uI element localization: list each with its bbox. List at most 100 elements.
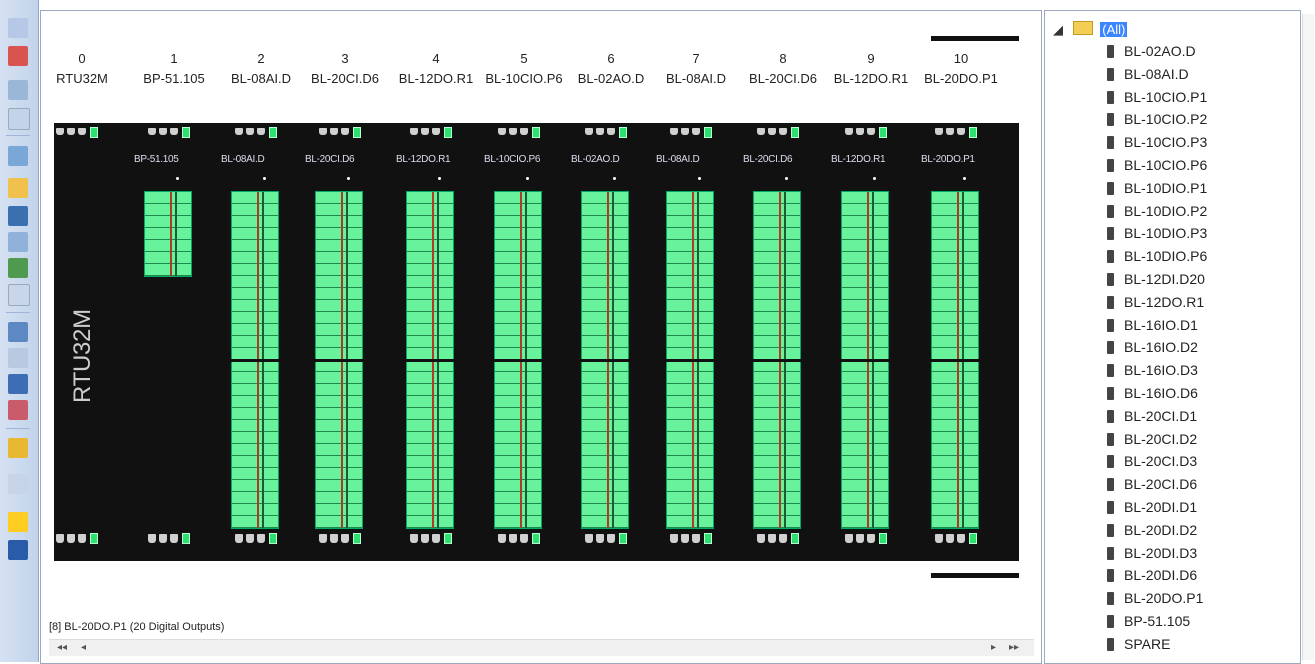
export-icon[interactable]	[8, 540, 28, 560]
tree-item[interactable]: BL-10CIO.P1	[1107, 89, 1207, 105]
terminal-block[interactable]	[840, 191, 890, 529]
tree-item[interactable]: BL-20DI.D1	[1107, 499, 1197, 515]
module-icon	[1107, 523, 1114, 537]
tree-item[interactable]: BL-20CI.D6	[1107, 476, 1197, 492]
slot-name[interactable]: BL-20CI.D6	[749, 71, 817, 86]
terminal-block[interactable]	[144, 191, 192, 277]
terminal-block[interactable]	[493, 191, 543, 529]
scroll-last-button[interactable]: ▸▸	[1009, 642, 1020, 653]
tree-item[interactable]: BL-20CI.D3	[1107, 453, 1197, 469]
terminal-block[interactable]	[230, 191, 280, 529]
tree-item[interactable]: BL-10DIO.P1	[1107, 180, 1207, 196]
slot-name[interactable]: BL-12DO.R1	[833, 71, 909, 86]
module-icon	[1107, 455, 1114, 469]
tree-item[interactable]: BL-16IO.D2	[1107, 339, 1198, 355]
terminal-block[interactable]	[752, 191, 802, 529]
tree-item[interactable]: BL-20CI.D2	[1107, 431, 1197, 447]
connector-port	[946, 534, 954, 543]
tree-root-label[interactable]: (All)	[1100, 22, 1128, 37]
connector-port	[585, 128, 593, 135]
tree-item-label: BL-20CI.D3	[1124, 453, 1198, 470]
terminal-block[interactable]	[930, 191, 980, 529]
home-icon[interactable]	[8, 438, 28, 458]
rack-view-panel: 0 RTU32M 1 BP-51.105 2 BL-08AI.D 3 BL-20CI.D6 4 B…	[40, 10, 1042, 664]
connector-port	[867, 128, 875, 135]
tree-item[interactable]: BL-10DIO.P3	[1107, 225, 1207, 241]
layout-icon[interactable]	[8, 322, 28, 342]
connector-port	[692, 128, 700, 135]
tree-item[interactable]: BL-12DI.D20	[1107, 271, 1205, 287]
slot-name[interactable]: RTU32M	[56, 71, 108, 86]
module-label: BL-20DO.P1	[921, 154, 975, 165]
highlight-icon[interactable]	[8, 512, 28, 532]
connector-port	[67, 128, 75, 135]
slot-name[interactable]: BL-08AI.D	[666, 71, 726, 86]
tree-item[interactable]: BL-10CIO.P2	[1107, 111, 1207, 127]
module-insert-icon[interactable]	[8, 206, 28, 226]
tree-item[interactable]: BL-20DI.D2	[1107, 522, 1197, 538]
expand-icon[interactable]	[8, 474, 28, 494]
zoom-icon[interactable]	[8, 284, 30, 306]
scroll-first-button[interactable]: ◂◂	[57, 642, 68, 653]
module-list-icon[interactable]	[8, 232, 28, 252]
tree-item[interactable]: BP-51.105	[1107, 613, 1190, 629]
status-led	[791, 127, 799, 138]
arrange-icon[interactable]	[8, 348, 28, 368]
tree-item[interactable]: BL-20DI.D3	[1107, 545, 1197, 561]
slot-name[interactable]: BL-08AI.D	[231, 71, 291, 86]
module-icon	[1107, 113, 1114, 127]
tree-item[interactable]: BL-10DIO.P6	[1107, 248, 1207, 264]
tree-item[interactable]: BL-10CIO.P3	[1107, 134, 1207, 150]
tree-item[interactable]: BL-16IO.D1	[1107, 317, 1198, 333]
module-icon	[1107, 615, 1114, 628]
slot-name[interactable]: BL-02AO.D	[577, 71, 645, 86]
tree-item[interactable]: BL-20DO.P1	[1107, 590, 1203, 606]
connector-port	[319, 534, 327, 543]
slot-number: 8	[779, 51, 787, 66]
delete-icon[interactable]	[8, 46, 28, 66]
module-add-icon[interactable]	[8, 258, 28, 278]
chart-icon[interactable]	[8, 400, 28, 420]
tree-item[interactable]: BL-16IO.D3	[1107, 362, 1198, 378]
module-label: BL-20CI.D6	[305, 154, 355, 165]
tree-item[interactable]: BL-20CI.D1	[1107, 408, 1197, 424]
module-icon	[1107, 45, 1114, 58]
scroll-prev-button[interactable]: ◂	[81, 642, 87, 653]
folder-icon[interactable]	[8, 178, 28, 198]
tree-item[interactable]: BL-12DO.R1	[1107, 294, 1204, 310]
terminal-block[interactable]	[314, 191, 364, 529]
horizontal-scrollbar[interactable]: ◂◂ ◂ ▸ ▸▸	[49, 639, 1034, 656]
terminal-block[interactable]	[405, 191, 455, 529]
slot-name[interactable]: BP-51.105	[143, 71, 205, 86]
grid-icon[interactable]	[8, 18, 28, 38]
slot-name[interactable]: BL-20DO.P1	[924, 71, 998, 86]
grid-settings-icon[interactable]	[8, 146, 28, 166]
table-icon[interactable]	[8, 108, 30, 130]
window-icon[interactable]	[8, 374, 28, 394]
connector-port	[78, 534, 86, 543]
tree-root[interactable]: ◢ (All)	[1053, 21, 1128, 38]
slot-name[interactable]: BL-20CI.D6	[311, 71, 379, 86]
scroll-next-button[interactable]: ▸	[991, 642, 997, 653]
tree-item[interactable]: BL-02AO.D	[1107, 43, 1196, 59]
connector-port	[670, 534, 678, 543]
connector-port	[520, 128, 528, 135]
tree-item[interactable]: BL-08AI.D	[1107, 66, 1189, 82]
slot-name[interactable]: BL-12DO.R1	[398, 71, 474, 86]
terminal-block[interactable]	[580, 191, 630, 529]
slot-name[interactable]: BL-10CIO.P6	[485, 71, 563, 86]
terminal-block[interactable]	[665, 191, 715, 529]
tree-item[interactable]: BL-10DIO.P2	[1107, 203, 1207, 219]
tree-item[interactable]: BL-10CIO.P6	[1107, 157, 1207, 173]
vertical-scrollbar[interactable]	[1302, 14, 1314, 660]
module-icon	[1107, 159, 1114, 172]
status-led	[532, 533, 540, 544]
collapse-icon[interactable]: ◢	[1053, 22, 1063, 37]
module-indicator	[963, 177, 966, 180]
module-indicator	[785, 177, 788, 180]
tree-item[interactable]: BL-16IO.D6	[1107, 385, 1198, 401]
add-row-icon[interactable]	[8, 80, 28, 100]
tree-item[interactable]: SPARE	[1107, 636, 1170, 652]
tree-item[interactable]: BL-20DI.D6	[1107, 567, 1197, 583]
connector-port	[246, 128, 254, 135]
